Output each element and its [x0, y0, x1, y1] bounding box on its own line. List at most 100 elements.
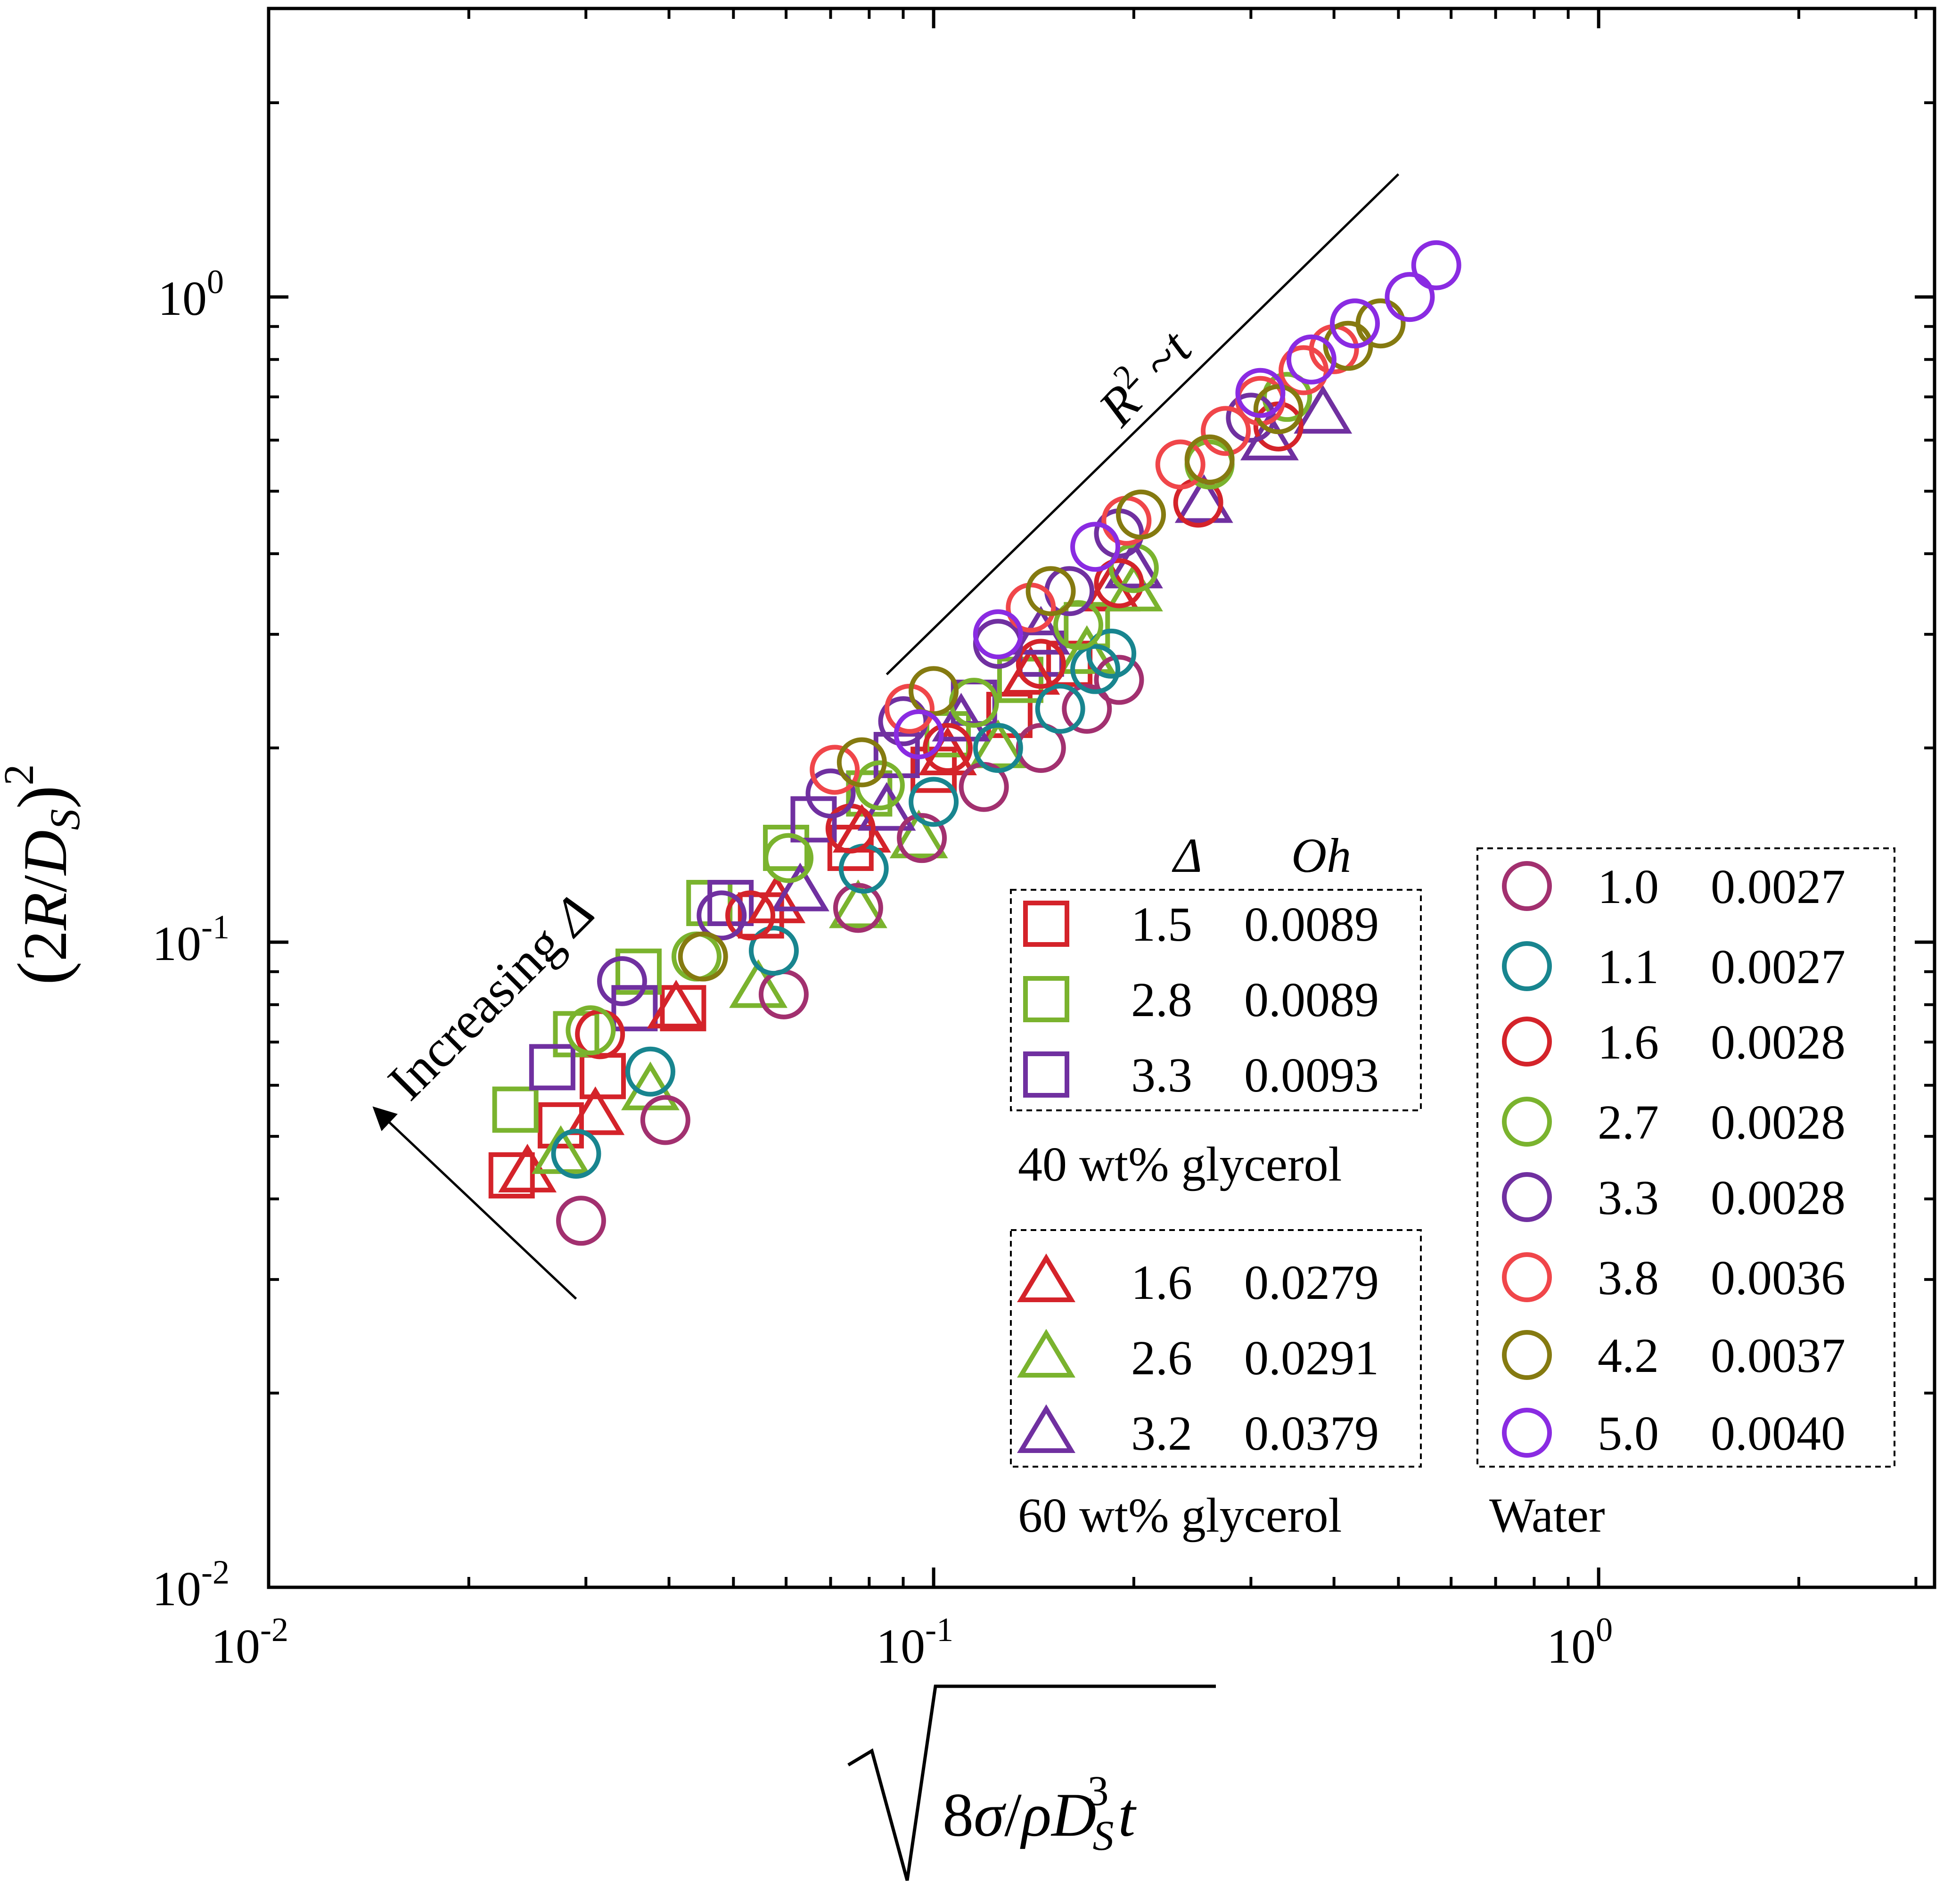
legend-marker — [1502, 861, 1552, 911]
legend-delta-value: 1.0 — [1598, 860, 1659, 914]
data-point — [597, 956, 647, 1006]
series-5 — [771, 385, 1353, 911]
data-point — [1174, 474, 1233, 523]
legend-caption-water: Water — [1489, 1488, 1605, 1543]
data-point — [621, 1061, 680, 1110]
legend-entry-6: 1.0 0.0027 — [1502, 860, 1845, 914]
increasing-delta-arrow — [372, 1106, 577, 1300]
data-point — [1294, 385, 1353, 434]
data-point — [1094, 558, 1144, 608]
data-point — [968, 719, 1027, 768]
legend-oh-value: 0.0028 — [1711, 1015, 1845, 1069]
data-point — [1116, 489, 1166, 540]
slope-label: R2 ~t — [1083, 315, 1204, 437]
data-point — [1016, 639, 1066, 689]
legend-header-oh: Oh — [1291, 829, 1351, 883]
data-point — [1070, 644, 1121, 694]
data-point — [894, 709, 944, 759]
legend-oh-value: 0.0379 — [1244, 1406, 1379, 1461]
data-point — [697, 890, 747, 941]
legend-marker — [1023, 901, 1069, 947]
legend-marker — [1502, 1097, 1552, 1147]
data-point — [763, 833, 814, 883]
y-tick-label: 10-2 — [152, 1553, 230, 1616]
data-point — [625, 1046, 676, 1097]
legend-box-40 — [1010, 889, 1422, 1111]
legend-oh-value: 0.0093 — [1244, 1048, 1379, 1102]
legend-marker — [1502, 941, 1552, 991]
legend-oh-value: 0.0089 — [1244, 897, 1379, 952]
data-point — [836, 737, 887, 788]
y-tick-label: 100 — [158, 263, 224, 326]
data-point — [758, 969, 809, 1019]
increasing-delta-text: Increasing — [377, 905, 583, 1111]
legend-entries: 1.5 0.0089 2.8 0.0089 3.3 0.0093 1.6 0.0279 2.6 0… — [1017, 860, 1845, 1461]
data-point — [805, 768, 856, 819]
data-point — [922, 722, 973, 773]
data-point — [556, 1196, 606, 1246]
legend-delta-value: 2.8 — [1131, 973, 1192, 1027]
legend-oh-value: 0.0040 — [1711, 1406, 1845, 1461]
legend-delta-value: 4.2 — [1598, 1329, 1659, 1383]
legend-delta-value: 5.0 — [1598, 1406, 1659, 1461]
data-point — [1062, 683, 1112, 734]
legend-marker — [1023, 976, 1069, 1022]
legend-marker — [1502, 1017, 1552, 1067]
data-point — [1201, 406, 1251, 456]
data-point — [1058, 625, 1116, 674]
data-point — [1086, 628, 1137, 679]
data-point — [1104, 540, 1163, 589]
legend-marker — [1017, 1329, 1075, 1378]
legend-oh-value: 0.0037 — [1711, 1329, 1845, 1383]
data-point — [529, 1044, 575, 1091]
series-9 — [566, 372, 1312, 1056]
legend-caption-40: 40 wt% glycerol — [1018, 1137, 1342, 1191]
data-point — [1025, 566, 1076, 616]
data-point — [1070, 522, 1121, 572]
data-point — [889, 809, 948, 859]
data-point — [725, 890, 776, 941]
data-point — [1184, 434, 1235, 484]
legend-entry-1: 2.8 0.0089 — [1023, 973, 1379, 1027]
legend-box-60 — [1010, 1229, 1422, 1468]
data-point — [771, 862, 829, 911]
legend-entry-9: 2.7 0.0028 — [1502, 1095, 1845, 1149]
data-point — [1035, 683, 1085, 734]
legend-entry-5: 3.2 0.0379 — [1017, 1404, 1379, 1461]
legend-delta-value: 3.3 — [1598, 1171, 1659, 1225]
legend-delta-value: 1.6 — [1131, 1256, 1192, 1310]
legend-delta-value: 2.6 — [1131, 1331, 1192, 1385]
legend-marker — [1502, 1330, 1552, 1380]
data-layer — [488, 240, 1461, 1246]
data-point — [932, 692, 991, 742]
data-point — [973, 609, 1023, 659]
data-point — [566, 1005, 616, 1056]
legend-entry-2: 3.3 0.0093 — [1023, 1048, 1379, 1102]
data-point — [897, 813, 947, 863]
series-8 — [575, 401, 1304, 1059]
legend-box-water — [1476, 847, 1895, 1468]
series-13 — [894, 240, 1461, 759]
data-point — [1108, 543, 1159, 593]
x-tick-label: 10-2 — [211, 1611, 288, 1674]
series-6 — [556, 655, 1144, 1246]
legend-marker — [1023, 1051, 1069, 1098]
data-point — [1155, 439, 1206, 490]
legend-entry-3: 1.6 0.0279 — [1017, 1253, 1379, 1310]
data-point — [492, 1086, 539, 1133]
data-point — [1094, 655, 1144, 705]
legend-delta-value: 3.8 — [1598, 1251, 1659, 1305]
legend-oh-value: 0.0027 — [1711, 940, 1845, 994]
data-point — [1253, 384, 1304, 435]
data-point — [810, 745, 860, 795]
slope-line — [886, 173, 1400, 675]
x-axis-label: 8σ/ρDS3 t — [847, 1684, 1216, 1881]
data-point — [1411, 240, 1461, 290]
legend-entry-13: 5.0 0.0040 — [1502, 1406, 1845, 1461]
data-point — [833, 883, 883, 933]
data-point — [747, 874, 806, 923]
legend-delta-value: 2.7 — [1598, 1095, 1659, 1149]
data-point — [1329, 298, 1380, 349]
series-4 — [531, 562, 1163, 1174]
legend-delta-value: 1.5 — [1131, 897, 1192, 952]
